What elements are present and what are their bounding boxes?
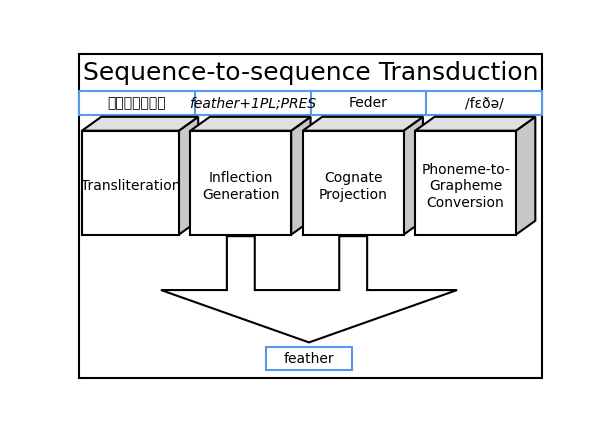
Text: Cognate
Projection: Cognate Projection xyxy=(319,171,388,202)
Polygon shape xyxy=(190,117,311,131)
Text: /fɛðə/: /fɛðə/ xyxy=(465,96,504,110)
Text: Transliteration: Transliteration xyxy=(81,179,180,193)
Polygon shape xyxy=(415,117,535,131)
Bar xyxy=(303,131,404,235)
Polygon shape xyxy=(161,236,457,342)
Polygon shape xyxy=(303,117,423,131)
Text: feather: feather xyxy=(284,351,335,366)
Polygon shape xyxy=(291,117,311,235)
Text: เฟเทอร์: เฟเทอร์ xyxy=(107,96,166,110)
Bar xyxy=(82,131,179,235)
Polygon shape xyxy=(404,117,423,235)
Polygon shape xyxy=(516,117,535,235)
Text: Sequence-to-sequence Transduction: Sequence-to-sequence Transduction xyxy=(83,61,538,85)
Text: Phoneme-to-
Grapheme
Conversion: Phoneme-to- Grapheme Conversion xyxy=(421,163,510,210)
Bar xyxy=(190,131,291,235)
Polygon shape xyxy=(82,117,198,131)
Text: Feder: Feder xyxy=(349,96,388,110)
Bar xyxy=(79,92,542,115)
Bar xyxy=(267,347,351,370)
Bar xyxy=(415,131,516,235)
Text: Inflection
Generation: Inflection Generation xyxy=(202,171,279,202)
Text: feather+1PL;PRES: feather+1PL;PRES xyxy=(189,96,316,110)
Polygon shape xyxy=(179,117,198,235)
